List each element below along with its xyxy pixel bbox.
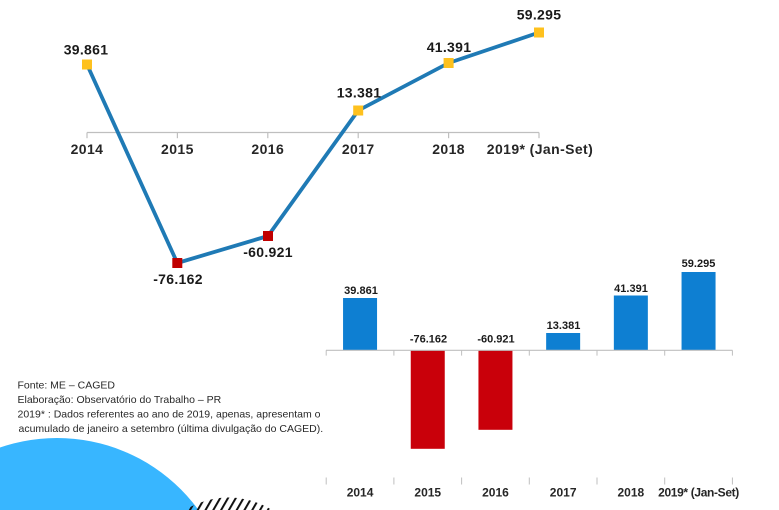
svg-text:13.381: 13.381 xyxy=(337,85,382,101)
svg-text:Elaboração: Observatório do Tr: Elaboração: Observatório do Trabalho – P… xyxy=(18,394,222,406)
svg-text:39.861: 39.861 xyxy=(344,285,378,297)
svg-text:-60.921: -60.921 xyxy=(243,244,293,260)
svg-text:2019* (Jan-Set): 2019* (Jan-Set) xyxy=(487,141,593,157)
svg-text:59.295: 59.295 xyxy=(517,7,562,23)
svg-text:acumulado de janeiro a setembr: acumulado de janeiro a setembro (última … xyxy=(19,423,324,435)
svg-text:-60.921: -60.921 xyxy=(477,333,514,345)
svg-text:41.391: 41.391 xyxy=(427,39,472,55)
svg-text:-76.162: -76.162 xyxy=(410,333,447,345)
svg-text:-76.162: -76.162 xyxy=(153,271,203,287)
svg-text:39.861: 39.861 xyxy=(64,42,109,58)
svg-text:2018: 2018 xyxy=(432,141,465,157)
svg-text:2015: 2015 xyxy=(414,485,441,499)
svg-text:2016: 2016 xyxy=(251,141,284,157)
svg-text:2017: 2017 xyxy=(550,485,577,499)
svg-text:2016: 2016 xyxy=(482,485,509,499)
svg-text:Fonte: ME – CAGED: Fonte: ME – CAGED xyxy=(18,380,116,392)
svg-text:2019* : Dados referentes ao an: 2019* : Dados referentes ao ano de 2019,… xyxy=(18,409,321,421)
svg-text:41.391: 41.391 xyxy=(614,283,648,295)
svg-text:2019* (Jan-Set): 2019* (Jan-Set) xyxy=(658,485,739,499)
svg-text:2018: 2018 xyxy=(617,485,644,499)
svg-text:2015: 2015 xyxy=(161,141,194,157)
svg-text:2014: 2014 xyxy=(71,141,104,157)
svg-text:2014: 2014 xyxy=(347,485,374,499)
svg-text:59.295: 59.295 xyxy=(682,258,716,270)
svg-text:2017: 2017 xyxy=(342,141,375,157)
svg-text:13.381: 13.381 xyxy=(547,320,581,332)
